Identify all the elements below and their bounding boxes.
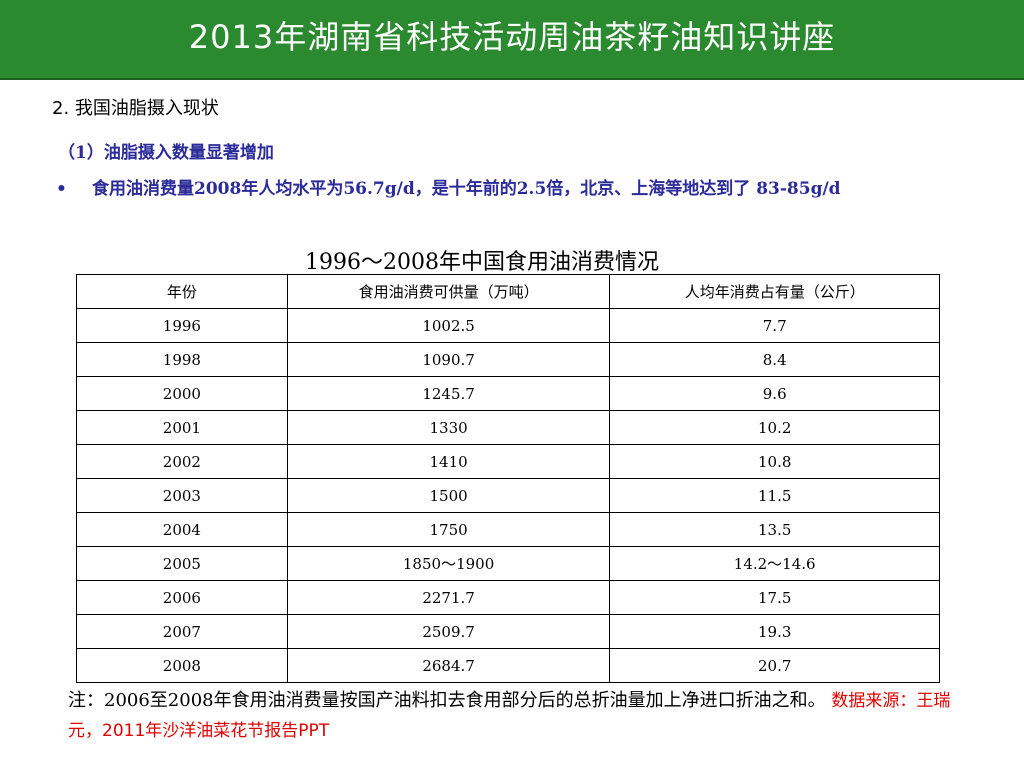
consumption-table: 年份 食用油消费可供量（万吨） 人均年消费占有量（公斤） 1996 1002.5 7… (76, 274, 940, 683)
header-per-capita: 人均年消费占有量（公斤） (609, 274, 940, 309)
cell-per-capita: 11.5 (609, 478, 940, 513)
cell-supply: 2509.7 (286, 614, 611, 649)
footnote: 注：2006至2008年食用油消费量按国产油料扣去食用部分后的总折油量加上净进口… (68, 686, 968, 746)
bullet-dot-icon: • (56, 179, 67, 199)
table-row: 2003 1500 11.5 (76, 478, 940, 513)
cell-per-capita: 14.2～14.6 (609, 546, 940, 581)
cell-per-capita: 10.2 (609, 410, 940, 445)
cell-year: 2006 (76, 580, 288, 615)
table-row: 2008 2684.7 20.7 (76, 648, 940, 683)
section-title: 2. 我国油脂摄入现状 (52, 98, 219, 119)
table-row: 2000 1245.7 9.6 (76, 376, 940, 411)
cell-per-capita: 13.5 (609, 512, 940, 547)
table-row: 2004 1750 13.5 (76, 512, 940, 547)
header-supply: 食用油消费可供量（万吨） (286, 274, 611, 309)
cell-year: 2003 (76, 478, 288, 513)
table-caption: 1996～2008年中国食用油消费情况 (305, 250, 659, 275)
cell-per-capita: 9.6 (609, 376, 940, 411)
cell-supply: 1500 (286, 478, 611, 513)
slide-title: 2013年湖南省科技活动周油茶籽油知识讲座 (188, 18, 836, 56)
cell-supply: 1330 (286, 410, 611, 445)
bullet-text: 食用油消费量2008年人均水平为56.7g/d，是十年前的2.5倍，北京、上海等… (92, 179, 841, 199)
cell-year: 2001 (76, 410, 288, 445)
cell-per-capita: 20.7 (609, 648, 940, 683)
cell-per-capita: 19.3 (609, 614, 940, 649)
cell-year: 1996 (76, 308, 288, 343)
table-row: 2006 2271.7 17.5 (76, 580, 940, 615)
cell-year: 2004 (76, 512, 288, 547)
data-source: 数据来源：王瑞元，2011年沙洋油菜花节报告PPT (68, 691, 951, 741)
cell-supply: 1002.5 (286, 308, 611, 343)
cell-supply: 1410 (286, 444, 611, 479)
table-row: 2001 1330 10.2 (76, 410, 940, 445)
cell-per-capita: 8.4 (609, 342, 940, 377)
cell-supply: 1750 (286, 512, 611, 547)
cell-year: 2000 (76, 376, 288, 411)
cell-supply: 1090.7 (286, 342, 611, 377)
sub-title: （1）油脂摄入数量显著增加 (58, 143, 274, 163)
table-row: 2005 1850～1900 14.2～14.6 (76, 546, 940, 581)
cell-supply: 1850～1900 (286, 546, 611, 581)
table-header-row: 年份 食用油消费可供量（万吨） 人均年消费占有量（公斤） (76, 274, 940, 309)
cell-per-capita: 10.8 (609, 444, 940, 479)
cell-supply: 1245.7 (286, 376, 611, 411)
cell-year: 2008 (76, 648, 288, 683)
table-caption-wrap: 1996～2008年中国食用油消费情况 (0, 244, 1024, 276)
header-year: 年份 (76, 274, 288, 309)
slide-header: 2013年湖南省科技活动周油茶籽油知识讲座 (0, 0, 1024, 80)
cell-year: 1998 (76, 342, 288, 377)
cell-year: 2005 (76, 546, 288, 581)
table-row: 2002 1410 10.8 (76, 444, 940, 479)
table-row: 2007 2509.7 19.3 (76, 614, 940, 649)
table-row: 1998 1090.7 8.4 (76, 342, 940, 377)
cell-year: 2002 (76, 444, 288, 479)
cell-supply: 2684.7 (286, 648, 611, 683)
cell-per-capita: 17.5 (609, 580, 940, 615)
cell-per-capita: 7.7 (609, 308, 940, 343)
cell-supply: 2271.7 (286, 580, 611, 615)
footnote-text: 注：2006至2008年食用油消费量按国产油料扣去食用部分后的总折油量加上净进口… (68, 690, 826, 711)
table-row: 1996 1002.5 7.7 (76, 308, 940, 343)
cell-year: 2007 (76, 614, 288, 649)
